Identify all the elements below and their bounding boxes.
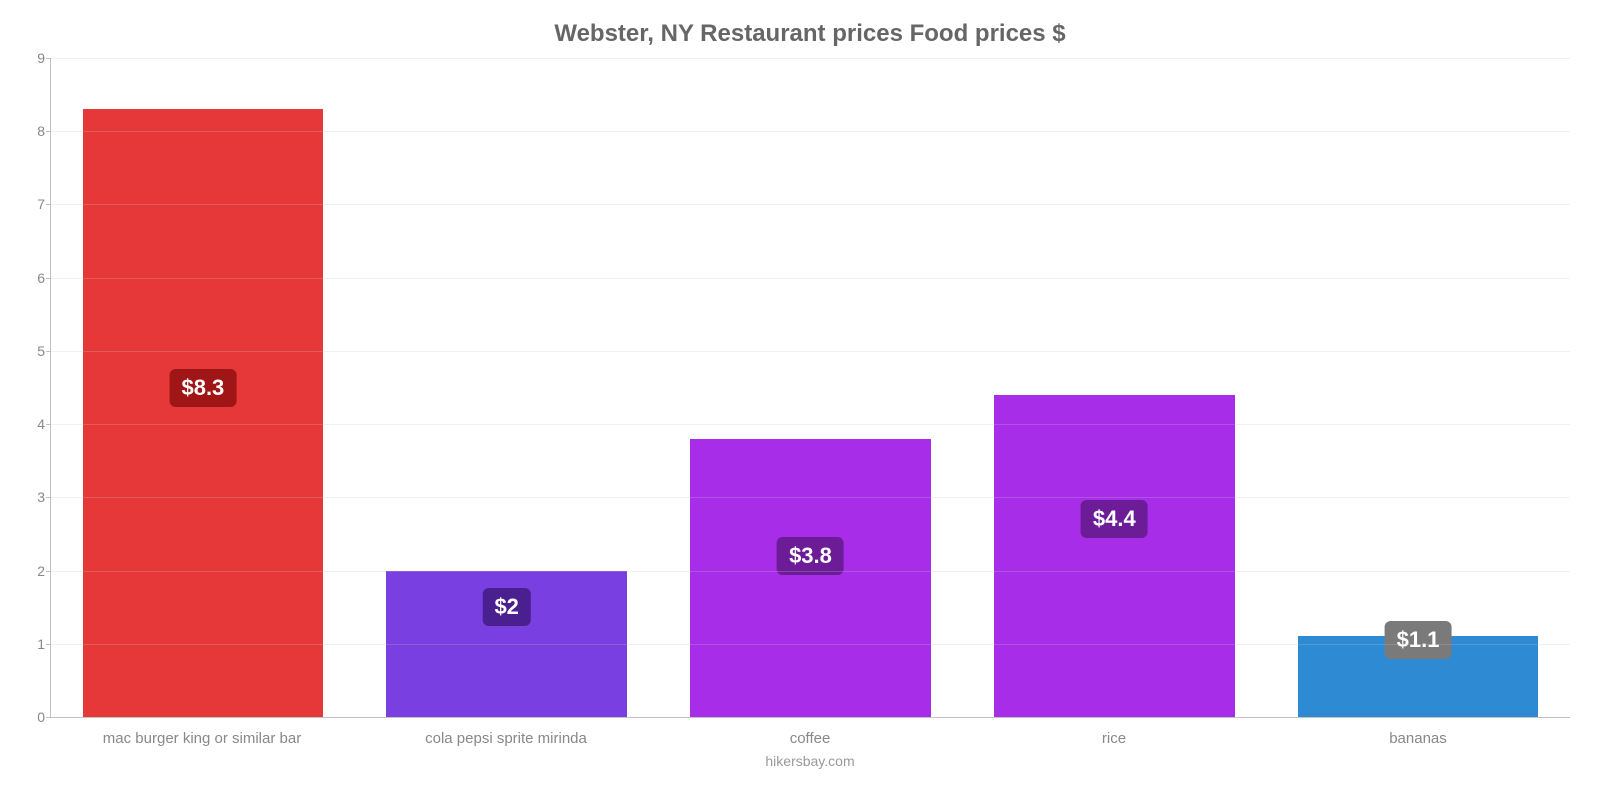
ytick-label: 1 (21, 636, 45, 652)
gridline (51, 717, 1570, 718)
chart-container: Webster, NY Restaurant prices Food price… (0, 0, 1600, 800)
bar (994, 395, 1235, 717)
value-badge-wrap: $1.1 (1385, 621, 1452, 659)
bar (690, 439, 931, 717)
x-axis-label: coffee (673, 730, 947, 747)
value-badge-wrap: $4.4 (1081, 500, 1148, 538)
ytick-label: 0 (21, 709, 45, 725)
value-badge-wrap: $2 (482, 588, 530, 626)
gridline (51, 278, 1570, 279)
chart-title: Webster, NY Restaurant prices Food price… (50, 20, 1570, 48)
x-axis-label: cola pepsi sprite mirinda (369, 730, 643, 747)
value-badge-wrap: $8.3 (169, 369, 236, 407)
value-badge: $4.4 (1081, 500, 1148, 538)
bar-slot: $4.4 (978, 58, 1251, 717)
gridline (51, 204, 1570, 205)
x-axis-label: bananas (1281, 730, 1555, 747)
ytick-label: 5 (21, 343, 45, 359)
value-badge: $2 (482, 588, 530, 626)
ytick-mark (46, 131, 51, 132)
ytick-mark (46, 571, 51, 572)
bar-slot: $2 (370, 58, 643, 717)
bar-slot: $3.8 (674, 58, 947, 717)
gridline (51, 644, 1570, 645)
value-badge-wrap: $3.8 (777, 537, 844, 575)
ytick-mark (46, 644, 51, 645)
ytick-mark (46, 717, 51, 718)
chart-credit: hikersbay.com (50, 753, 1570, 769)
ytick-label: 4 (21, 416, 45, 432)
gridline (51, 351, 1570, 352)
ytick-label: 7 (21, 196, 45, 212)
value-badge: $3.8 (777, 537, 844, 575)
bar-slot: $1.1 (1281, 58, 1554, 717)
bar (83, 109, 324, 717)
value-badge: $8.3 (169, 369, 236, 407)
ytick-mark (46, 351, 51, 352)
ytick-label: 6 (21, 270, 45, 286)
ytick-mark (46, 58, 51, 59)
bars-group: $8.3 $2 $3.8 $4.4 $1.1 (51, 58, 1570, 717)
plot-area: $8.3$2$3.8$4.4$1.1 0123456789 (50, 58, 1570, 718)
bar-slot: $8.3 (66, 58, 339, 717)
gridline (51, 571, 1570, 572)
ytick-mark (46, 278, 51, 279)
x-axis-labels: mac burger king or similar bar cola pepsi… (50, 730, 1570, 747)
gridline (51, 497, 1570, 498)
ytick-mark (46, 424, 51, 425)
ytick-label: 8 (21, 123, 45, 139)
value-badge: $1.1 (1385, 621, 1452, 659)
ytick-label: 9 (21, 50, 45, 66)
ytick-mark (46, 497, 51, 498)
x-axis-label: mac burger king or similar bar (65, 730, 339, 747)
ytick-label: 2 (21, 563, 45, 579)
ytick-label: 3 (21, 489, 45, 505)
gridline (51, 58, 1570, 59)
x-axis-label: rice (977, 730, 1251, 747)
gridline (51, 131, 1570, 132)
ytick-mark (46, 204, 51, 205)
gridline (51, 424, 1570, 425)
